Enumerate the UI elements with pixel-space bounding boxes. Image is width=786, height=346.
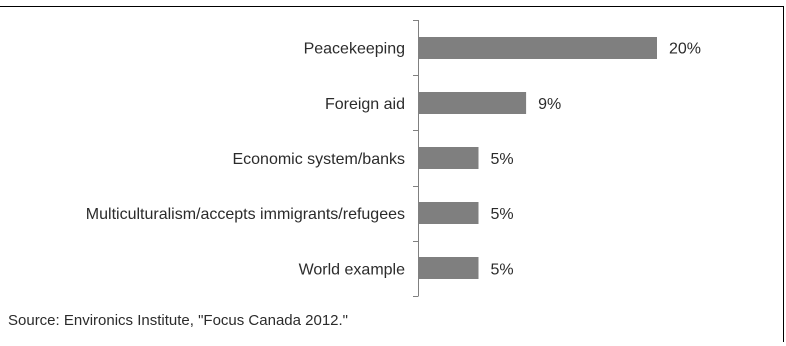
bar xyxy=(419,257,479,279)
bar xyxy=(419,202,479,224)
category-label: Peacekeeping xyxy=(304,41,405,58)
data-label: 5% xyxy=(491,151,514,168)
bar xyxy=(419,37,657,59)
category-label: Multiculturalism/accepts immigrants/refu… xyxy=(86,206,405,223)
source-note: Source: Environics Institute, "Focus Can… xyxy=(8,312,348,329)
data-label: 5% xyxy=(491,261,514,278)
category-label: World example xyxy=(299,261,406,278)
category-label: Foreign aid xyxy=(325,96,405,113)
data-label: 9% xyxy=(538,96,561,113)
data-label: 5% xyxy=(491,206,514,223)
data-label: 20% xyxy=(669,41,701,58)
category-label: Economic system/banks xyxy=(232,151,405,168)
bar xyxy=(419,147,479,169)
bar xyxy=(419,92,527,114)
